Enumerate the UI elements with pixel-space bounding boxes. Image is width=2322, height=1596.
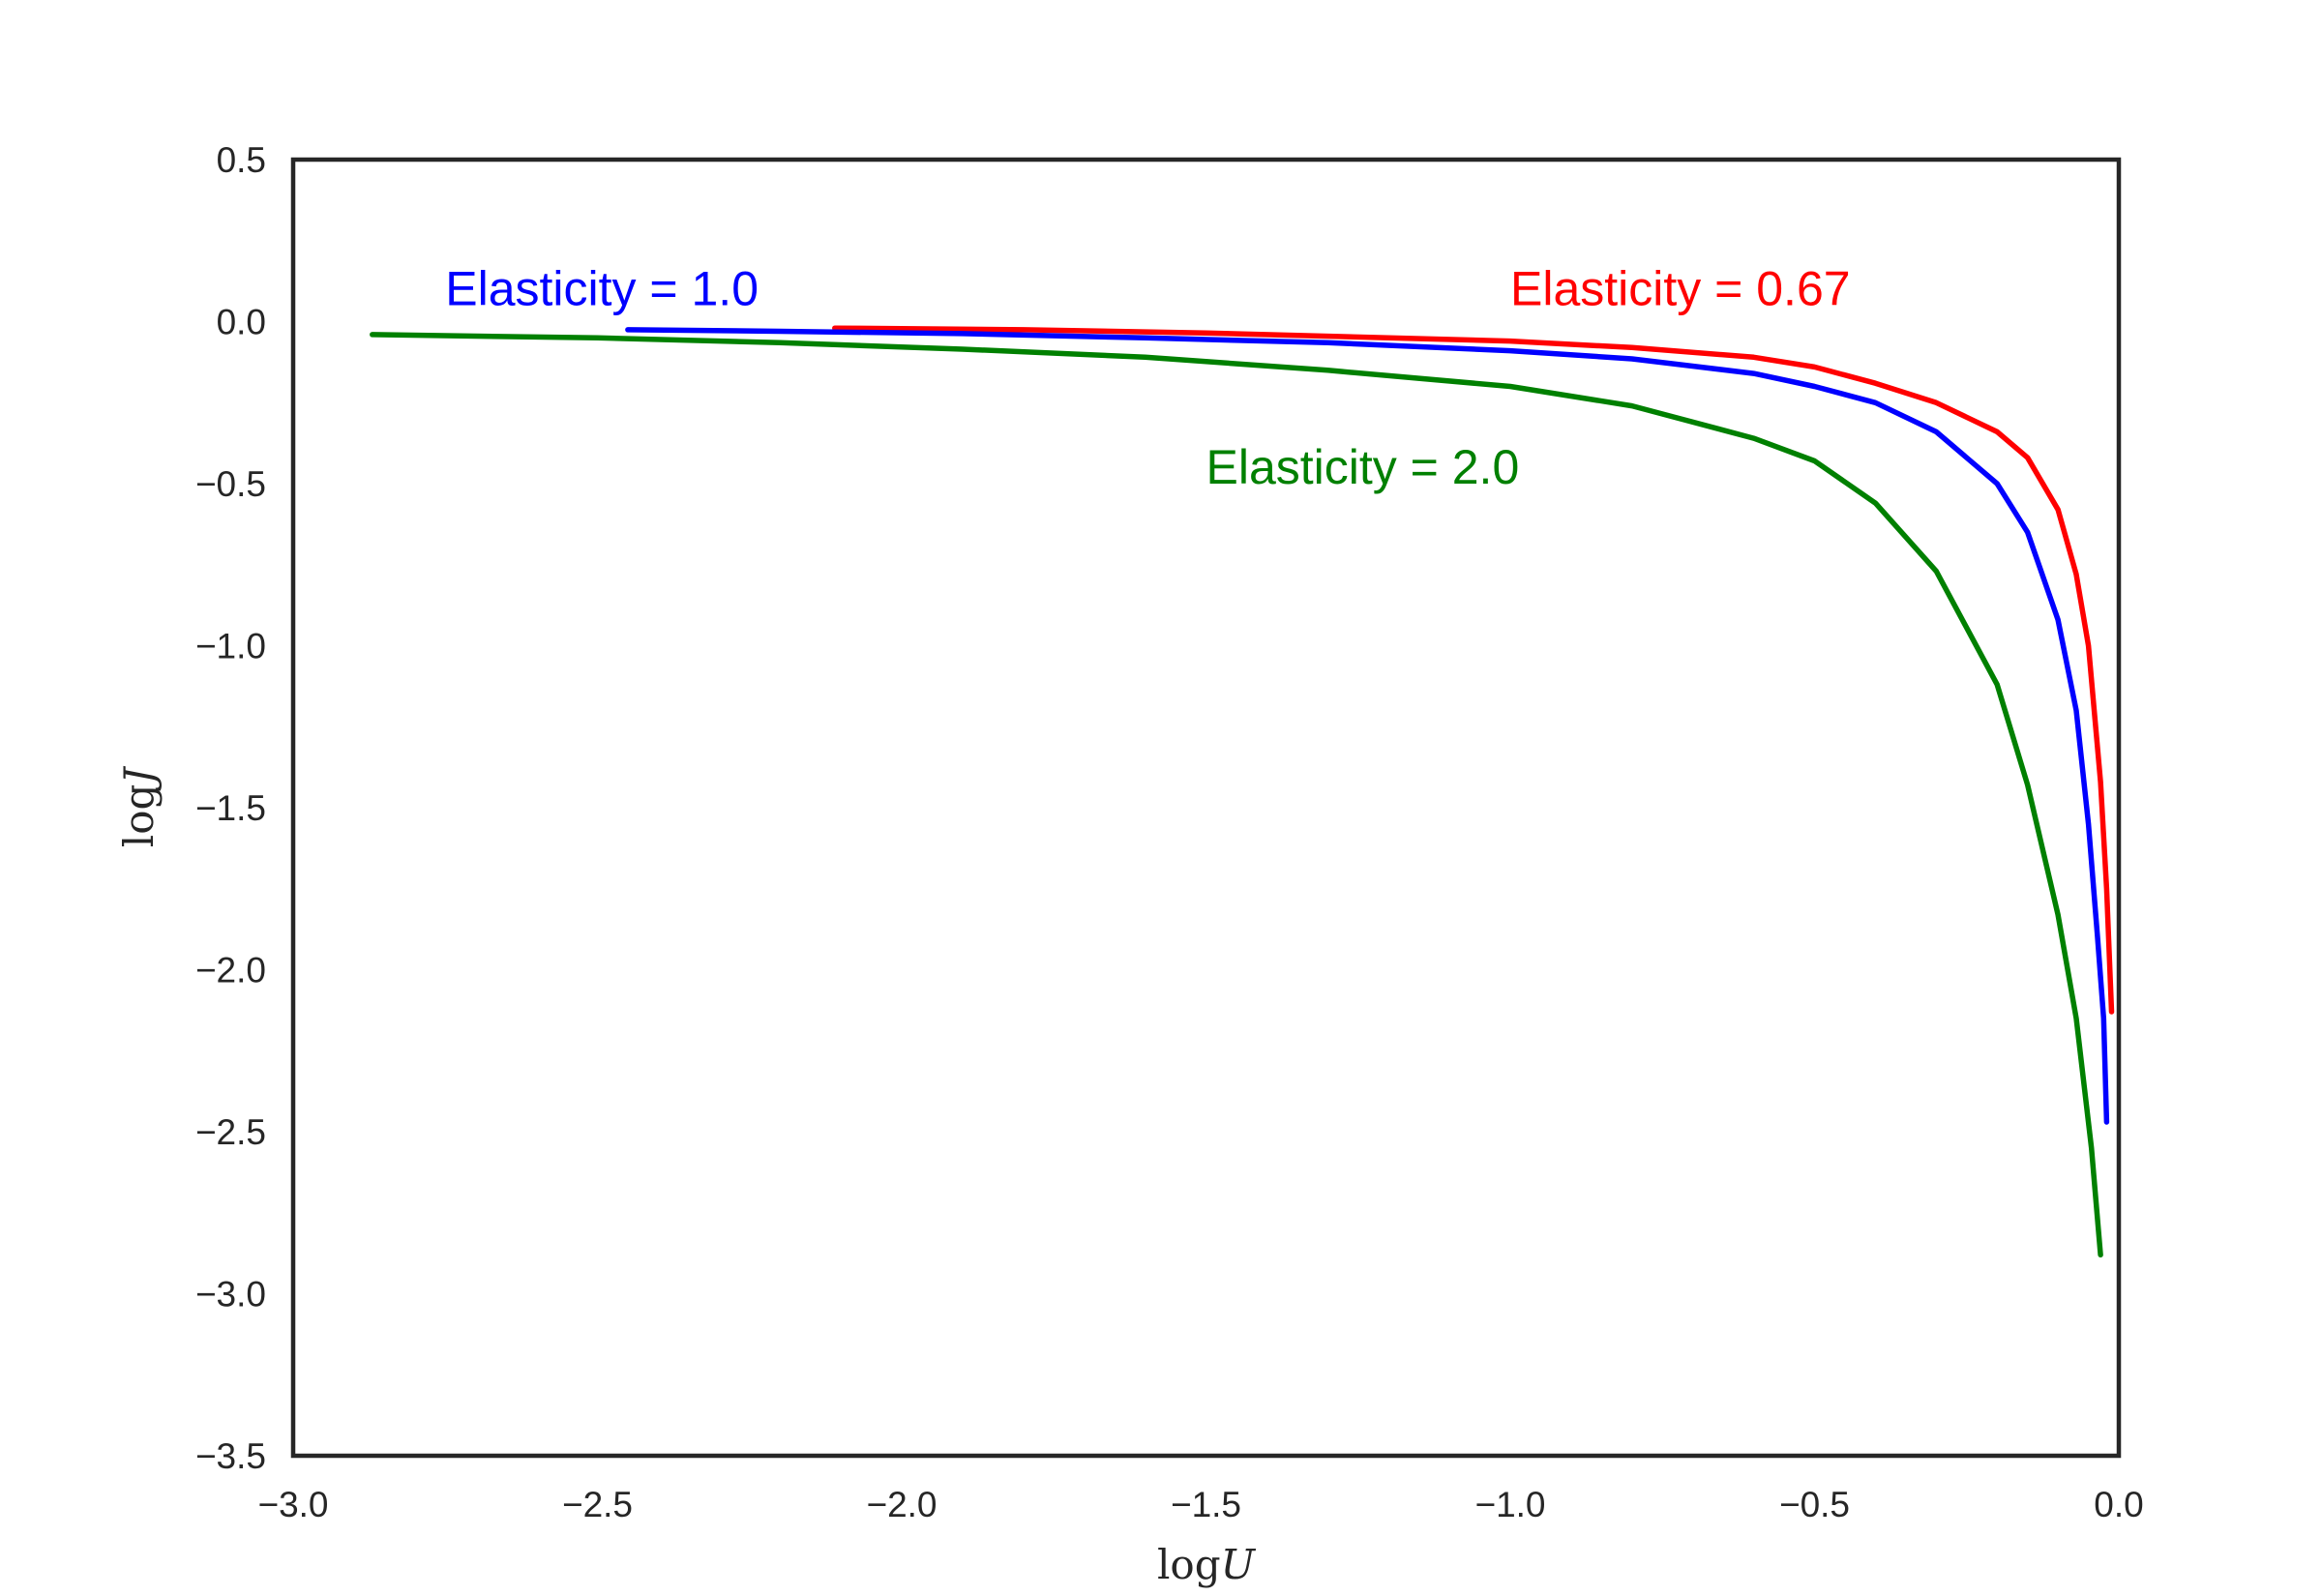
annotation-label-1: Elasticity = 1.0 xyxy=(445,262,759,316)
y-tick-label: −3.0 xyxy=(195,1275,266,1315)
series-line-2 xyxy=(625,327,2110,1125)
annotation-label-2: Elasticity = 0.67 xyxy=(1510,262,1851,316)
y-tick-label: −2.5 xyxy=(195,1112,266,1152)
series-line-1 xyxy=(832,325,2115,1015)
x-axis-ticks: −3.0 −2.5 −2.0 −1.5 −1.0 −0.5 0.0 xyxy=(257,1485,2143,1524)
x-tick-label: −3.0 xyxy=(257,1485,328,1524)
x-tick-label: 0.0 xyxy=(2094,1485,2143,1524)
y-tick-label: −1.5 xyxy=(195,788,266,828)
x-tick-label: −0.5 xyxy=(1779,1485,1850,1524)
y-tick-label: −1.0 xyxy=(195,627,266,666)
y-axis-label: logJ xyxy=(115,766,163,848)
y-tick-label: −3.5 xyxy=(195,1436,266,1476)
series-layer xyxy=(370,325,2115,1258)
x-tick-label: −2.0 xyxy=(866,1485,937,1524)
y-tick-label: −2.0 xyxy=(195,951,266,990)
x-tick-label: −1.5 xyxy=(1171,1485,1241,1524)
x-axis-label-var: U xyxy=(1221,1541,1257,1588)
plot-frame xyxy=(290,157,2122,1459)
y-tick-label: 0.0 xyxy=(217,303,266,342)
y-tick-label: 0.5 xyxy=(217,140,266,180)
x-axis-label-prefix: log xyxy=(1157,1541,1221,1588)
annotation-label-3: Elasticity = 2.0 xyxy=(1206,440,1520,494)
x-tick-label: −1.0 xyxy=(1474,1485,1545,1524)
x-tick-label: −2.5 xyxy=(562,1485,633,1524)
y-axis-label-prefix: log xyxy=(115,784,163,848)
y-tick-label: −0.5 xyxy=(195,464,266,504)
annotation-layer: Elasticity = 1.0 Elasticity = 0.67 Elastic… xyxy=(445,262,1850,494)
series-line-3 xyxy=(370,332,2103,1258)
x-axis-label: logU xyxy=(1157,1541,1257,1588)
y-axis-ticks: 0.5 0.0 −0.5 −1.0 −1.5 −2.0 −2.5 −3.0 −3.5 xyxy=(195,140,266,1476)
